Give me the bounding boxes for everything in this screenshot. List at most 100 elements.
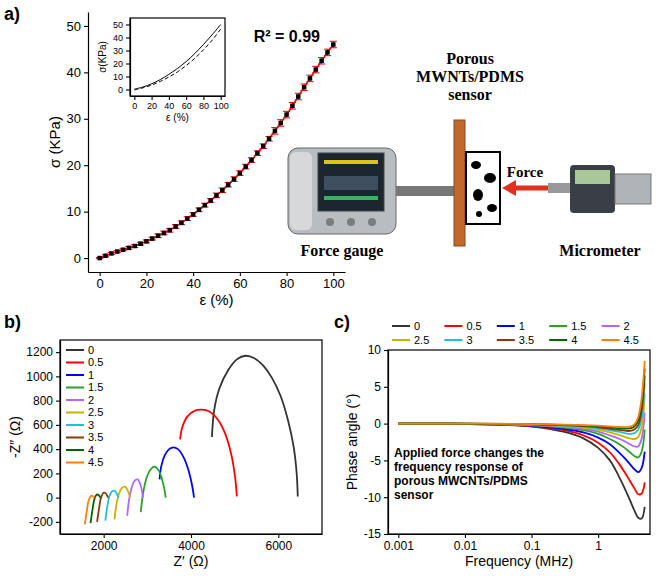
legend-swatch <box>497 339 515 341</box>
legend-label: 4.5 <box>624 334 639 346</box>
micrometer-body <box>570 165 615 213</box>
legend-label: 4 <box>571 334 577 346</box>
y-tick: 40 <box>67 65 88 80</box>
sensor-pore <box>473 189 483 201</box>
legend-swatch <box>66 437 84 439</box>
y-tick-mark <box>56 352 60 353</box>
legend-swatch <box>66 449 84 451</box>
y-axis-title: σ(KPa) <box>97 41 108 73</box>
y-tick: 600 <box>33 418 60 432</box>
plot-area <box>134 25 220 90</box>
y-tick-mark <box>56 376 60 377</box>
y-tick-mark <box>384 387 388 388</box>
x-axis: 020406080100 <box>89 272 346 291</box>
y-tick: 1200 <box>26 345 60 359</box>
plot-area <box>398 361 644 519</box>
error-bar <box>306 75 313 82</box>
y-tick: 0 <box>118 85 130 95</box>
legend-swatch <box>66 374 84 376</box>
legend-label: 1 <box>519 320 525 332</box>
panel-letter: b) <box>4 312 21 332</box>
y-axis-line <box>388 351 389 535</box>
annotation: Applied force changes thefrequency respo… <box>394 446 544 502</box>
gauge-screen <box>318 153 384 211</box>
series-line <box>212 356 298 497</box>
gauge-grip <box>290 152 312 230</box>
x-tick-label: 80 <box>199 101 209 111</box>
error-bar <box>324 49 331 56</box>
data-point <box>115 249 120 254</box>
sensor-pore <box>476 211 482 217</box>
text-line: porous MWCNTs/PDMS <box>394 474 528 488</box>
legend-label: 3 <box>466 334 472 346</box>
y-tick-label: 800 <box>33 394 53 408</box>
y-tick-label: 0 <box>118 85 123 95</box>
data-point <box>185 216 190 221</box>
x-axis-line <box>389 534 651 535</box>
x-tick: 0.01 <box>454 534 478 553</box>
annotation: Micrometer <box>559 242 640 259</box>
y-tick-label: 0 <box>74 251 81 266</box>
x-tick-mark <box>221 96 222 100</box>
y-tick-label: 10 <box>368 343 382 357</box>
y-tick-mark <box>84 165 88 166</box>
legend-swatch <box>66 412 84 414</box>
force-arrowhead <box>502 180 516 196</box>
legend-swatch <box>444 339 462 341</box>
y-tick: -5 <box>370 454 388 468</box>
series-line <box>398 368 644 428</box>
x-tick-mark <box>465 534 466 538</box>
x-axis: 200040006000 <box>61 534 323 553</box>
data-point <box>150 236 155 241</box>
x-tick-label: 0.1 <box>524 539 541 553</box>
legend-swatch <box>66 362 84 364</box>
y-tick-mark <box>56 425 60 426</box>
y-tick: 0 <box>374 417 388 431</box>
legend-label: 3 <box>88 419 94 431</box>
y-tick-label: 1200 <box>26 345 53 359</box>
series-line <box>115 487 131 520</box>
legend-item: 1 <box>497 320 525 332</box>
error-bar <box>289 103 296 110</box>
plot-frame <box>60 340 322 534</box>
legend-label: 0 <box>414 320 420 332</box>
error-bar <box>301 84 308 91</box>
data-point <box>203 203 208 208</box>
legend-swatch <box>66 349 84 351</box>
x-tick-mark <box>191 534 192 538</box>
error-bar <box>236 171 243 176</box>
legend-item: 2.5 <box>392 334 429 346</box>
y-tick-label: -200 <box>29 515 53 529</box>
legend-swatch <box>392 339 410 341</box>
x-tick: 40 <box>186 272 200 291</box>
sensor-pore <box>471 161 481 169</box>
data-point <box>197 208 202 213</box>
error-bar <box>248 158 255 163</box>
x-tick-label: 0 <box>97 276 104 291</box>
y-tick-mark <box>56 522 60 523</box>
plot-frame <box>130 18 225 96</box>
legend-item: 3 <box>66 419 94 431</box>
y-tick-mark <box>126 76 130 77</box>
x-tick-mark <box>104 534 105 538</box>
data-point <box>279 121 284 126</box>
x-tick-mark <box>278 534 279 538</box>
error-bar <box>260 144 267 149</box>
data-point <box>314 67 319 72</box>
x-axis-title: Z′ (Ω) <box>174 553 209 569</box>
legend-item: 1.5 <box>549 320 586 332</box>
legend-label: 4 <box>88 444 94 456</box>
error-bar <box>207 199 214 203</box>
x-tick-label: 0.01 <box>454 539 478 553</box>
x-tick: 60 <box>182 96 192 111</box>
data-point <box>261 144 266 149</box>
data-point <box>296 94 301 99</box>
x-axis-line <box>131 96 226 97</box>
text-line: MWNTs/PDMS <box>416 68 524 85</box>
y-tick-label: 5 <box>374 380 381 394</box>
y-tick: 0 <box>46 491 60 505</box>
y-tick: -15 <box>364 527 388 541</box>
x-axis-title: Frequency (MHz) <box>465 553 573 569</box>
x-tick-mark <box>186 96 187 100</box>
y-tick-mark <box>384 424 388 425</box>
